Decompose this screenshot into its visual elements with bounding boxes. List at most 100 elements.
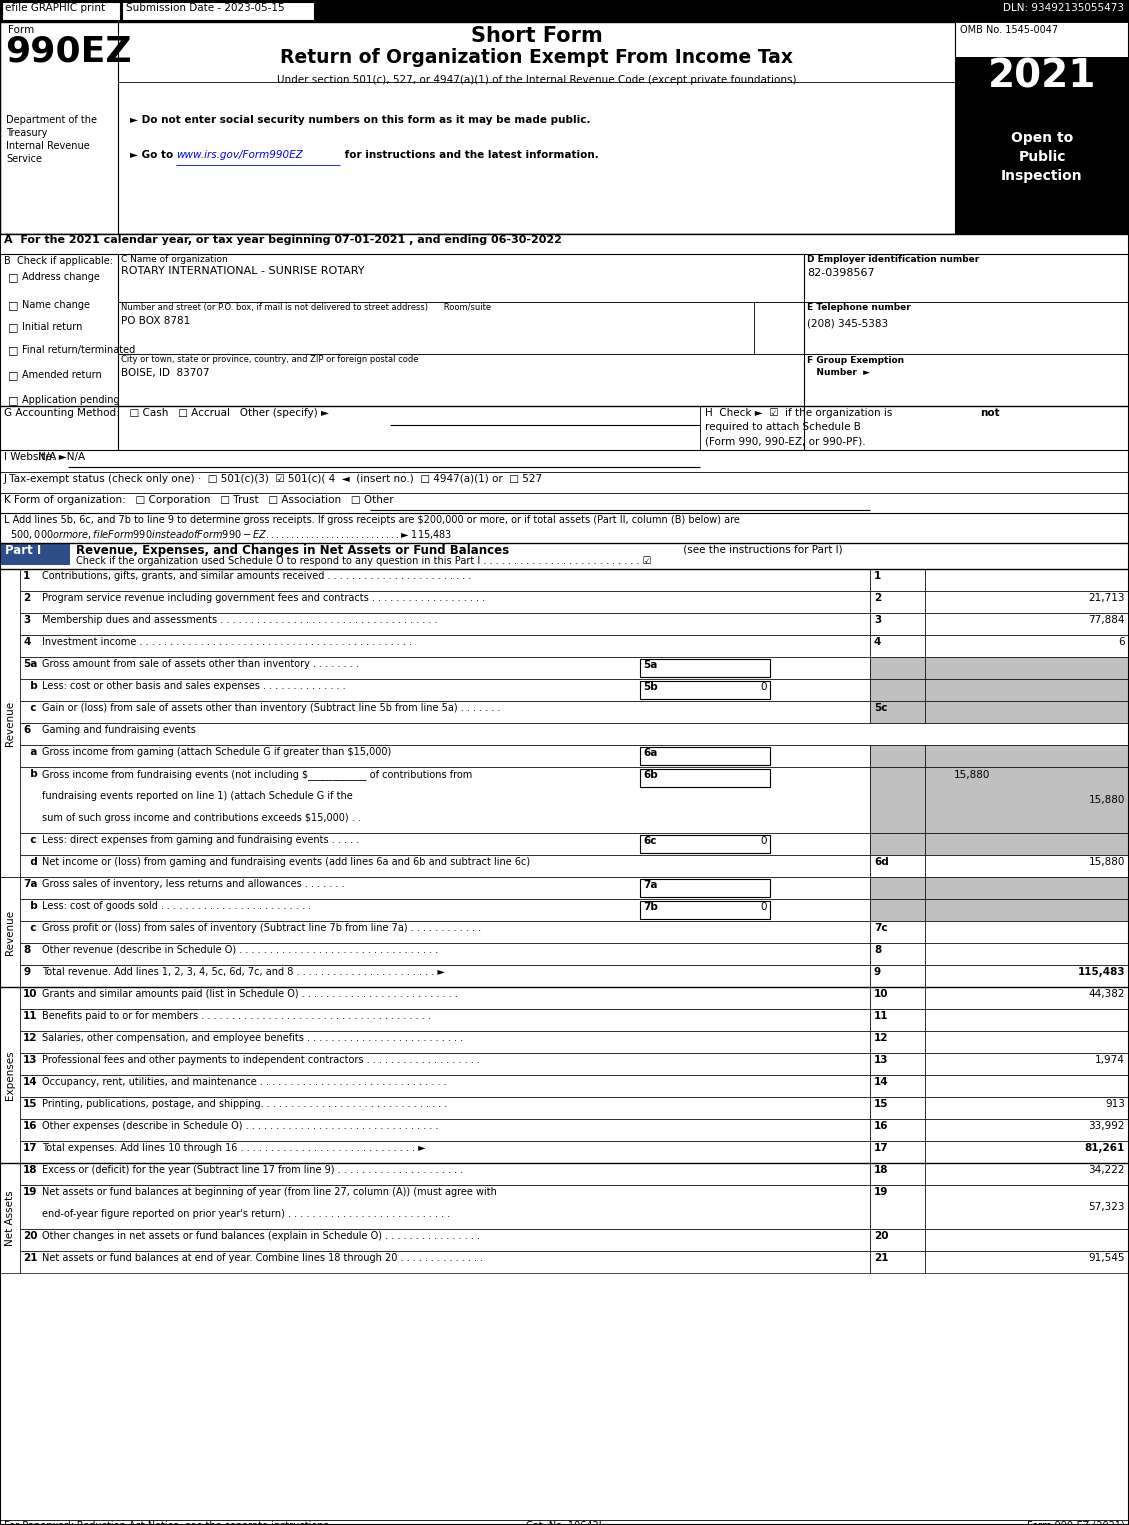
Text: 7a: 7a	[644, 880, 657, 891]
Text: 3: 3	[23, 615, 30, 625]
Bar	[0, 877, 20, 987]
Bar	[925, 1119, 1129, 1141]
Bar	[955, 130, 1129, 233]
Bar	[870, 634, 925, 657]
Text: 16: 16	[23, 1121, 37, 1132]
Text: 10: 10	[23, 990, 37, 999]
Text: OMB No. 1545-0047: OMB No. 1545-0047	[960, 24, 1058, 35]
Text: end-of-year figure reported on prior year's return) . . . . . . . . . . . . . . : end-of-year figure reported on prior yea…	[42, 1209, 450, 1218]
Text: Inspection: Inspection	[1001, 169, 1083, 183]
Text: 5a: 5a	[23, 659, 37, 669]
Text: Net assets or fund balances at end of year. Combine lines 18 through 20 . . . . : Net assets or fund balances at end of ye…	[42, 1254, 483, 1263]
Text: 34,222: 34,222	[1088, 1165, 1124, 1174]
Text: 10: 10	[874, 990, 889, 999]
Bar	[870, 942, 925, 965]
Text: 15: 15	[23, 1100, 37, 1109]
Text: 6: 6	[23, 724, 30, 735]
Text: 17: 17	[23, 1144, 37, 1153]
Text: L Add lines 5b, 6c, and 7b to line 9 to determine gross receipts. If gross recei: L Add lines 5b, 6c, and 7b to line 9 to …	[5, 515, 739, 525]
Text: 7c: 7c	[874, 923, 887, 933]
Text: efile GRAPHIC print: efile GRAPHIC print	[5, 3, 105, 14]
Bar	[20, 1119, 870, 1141]
Text: 17: 17	[874, 1144, 889, 1153]
Text: Gross sales of inventory, less returns and allowances . . . . . . .: Gross sales of inventory, less returns a…	[42, 878, 344, 889]
Bar	[870, 746, 925, 767]
Bar	[20, 569, 870, 592]
Bar	[870, 856, 925, 877]
Bar	[925, 702, 1129, 723]
Bar	[870, 965, 925, 987]
Text: 14: 14	[23, 1077, 37, 1087]
Bar	[925, 833, 1129, 856]
Text: Total expenses. Add lines 10 through 16 . . . . . . . . . . . . . . . . . . . . : Total expenses. Add lines 10 through 16 …	[42, 1144, 426, 1153]
Bar	[20, 1052, 870, 1075]
Bar	[925, 592, 1129, 613]
Bar	[925, 987, 1129, 1010]
Text: Check if the organization used Schedule O to respond to any question in this Par: Check if the organization used Schedule …	[76, 557, 651, 566]
Text: Service: Service	[6, 154, 42, 165]
Bar	[870, 679, 925, 702]
Bar	[20, 1075, 870, 1096]
Bar	[0, 1164, 20, 1273]
Text: I Website: ►N/A: I Website: ►N/A	[5, 451, 85, 462]
Text: Program service revenue including government fees and contracts . . . . . . . . : Program service revenue including govern…	[42, 593, 485, 602]
Bar	[20, 634, 870, 657]
Bar	[640, 682, 770, 698]
Text: 82-0398567: 82-0398567	[807, 268, 875, 278]
Text: 13: 13	[23, 1055, 37, 1064]
Bar	[925, 877, 1129, 900]
Text: Less: cost or other basis and sales expenses . . . . . . . . . . . . . .: Less: cost or other basis and sales expe…	[42, 682, 345, 691]
Bar	[870, 900, 925, 921]
Bar	[870, 1250, 925, 1273]
Text: Printing, publications, postage, and shipping. . . . . . . . . . . . . . . . . .: Printing, publications, postage, and shi…	[42, 1100, 447, 1109]
Text: 2: 2	[23, 593, 30, 602]
Bar	[925, 1185, 1129, 1229]
Text: For Paperwork Reduction Act Notice, see the separate instructions.: For Paperwork Reduction Act Notice, see …	[5, 1520, 332, 1525]
Bar	[925, 634, 1129, 657]
Text: □: □	[8, 395, 18, 406]
Bar	[0, 987, 20, 1164]
Bar	[870, 1031, 925, 1052]
Text: 12: 12	[23, 1032, 37, 1043]
Bar	[640, 769, 770, 787]
Text: 20: 20	[23, 1231, 37, 1241]
Text: for instructions and the latest information.: for instructions and the latest informat…	[341, 149, 598, 160]
Bar	[925, 1075, 1129, 1096]
Bar	[0, 21, 1129, 233]
Bar	[925, 767, 1129, 833]
Text: (Form 990, 990-EZ, or 990-PF).: (Form 990, 990-EZ, or 990-PF).	[704, 436, 866, 445]
Text: Revenue: Revenue	[5, 700, 15, 746]
Text: □: □	[8, 271, 18, 282]
Text: d: d	[23, 857, 37, 868]
Text: b: b	[23, 901, 37, 910]
Bar	[925, 1250, 1129, 1273]
Bar	[925, 1229, 1129, 1250]
Bar	[870, 833, 925, 856]
Text: Expenses: Expenses	[5, 1051, 15, 1100]
Text: Contributions, gifts, grants, and similar amounts received . . . . . . . . . . .: Contributions, gifts, grants, and simila…	[42, 570, 472, 581]
Text: Number  ►: Number ►	[807, 368, 870, 377]
Text: c: c	[23, 923, 36, 933]
Text: www.irs.gov/Form990EZ: www.irs.gov/Form990EZ	[176, 149, 303, 160]
Bar	[20, 965, 870, 987]
Text: a: a	[23, 747, 37, 756]
Text: b: b	[23, 682, 37, 691]
Bar	[119, 255, 804, 302]
Text: Less: direct expenses from gaming and fundraising events . . . . .: Less: direct expenses from gaming and fu…	[42, 836, 359, 845]
Text: 8: 8	[874, 946, 882, 955]
Bar	[20, 1096, 870, 1119]
Text: PO BOX 8781: PO BOX 8781	[121, 316, 191, 326]
Bar	[925, 679, 1129, 702]
Bar	[20, 942, 870, 965]
Bar	[925, 1141, 1129, 1164]
Text: Gross amount from sale of assets other than inventory . . . . . . . .: Gross amount from sale of assets other t…	[42, 659, 359, 669]
Text: □: □	[8, 345, 18, 355]
Text: c: c	[23, 836, 36, 845]
Bar	[870, 702, 925, 723]
Bar	[955, 56, 1129, 130]
Text: □: □	[8, 300, 18, 310]
Text: ► Do not enter social security numbers on this form as it may be made public.: ► Do not enter social security numbers o…	[130, 114, 590, 125]
Text: □: □	[8, 322, 18, 332]
Text: 6c: 6c	[644, 836, 656, 846]
Text: H  Check ►  ☑  if the organization is: H Check ► ☑ if the organization is	[704, 409, 895, 418]
